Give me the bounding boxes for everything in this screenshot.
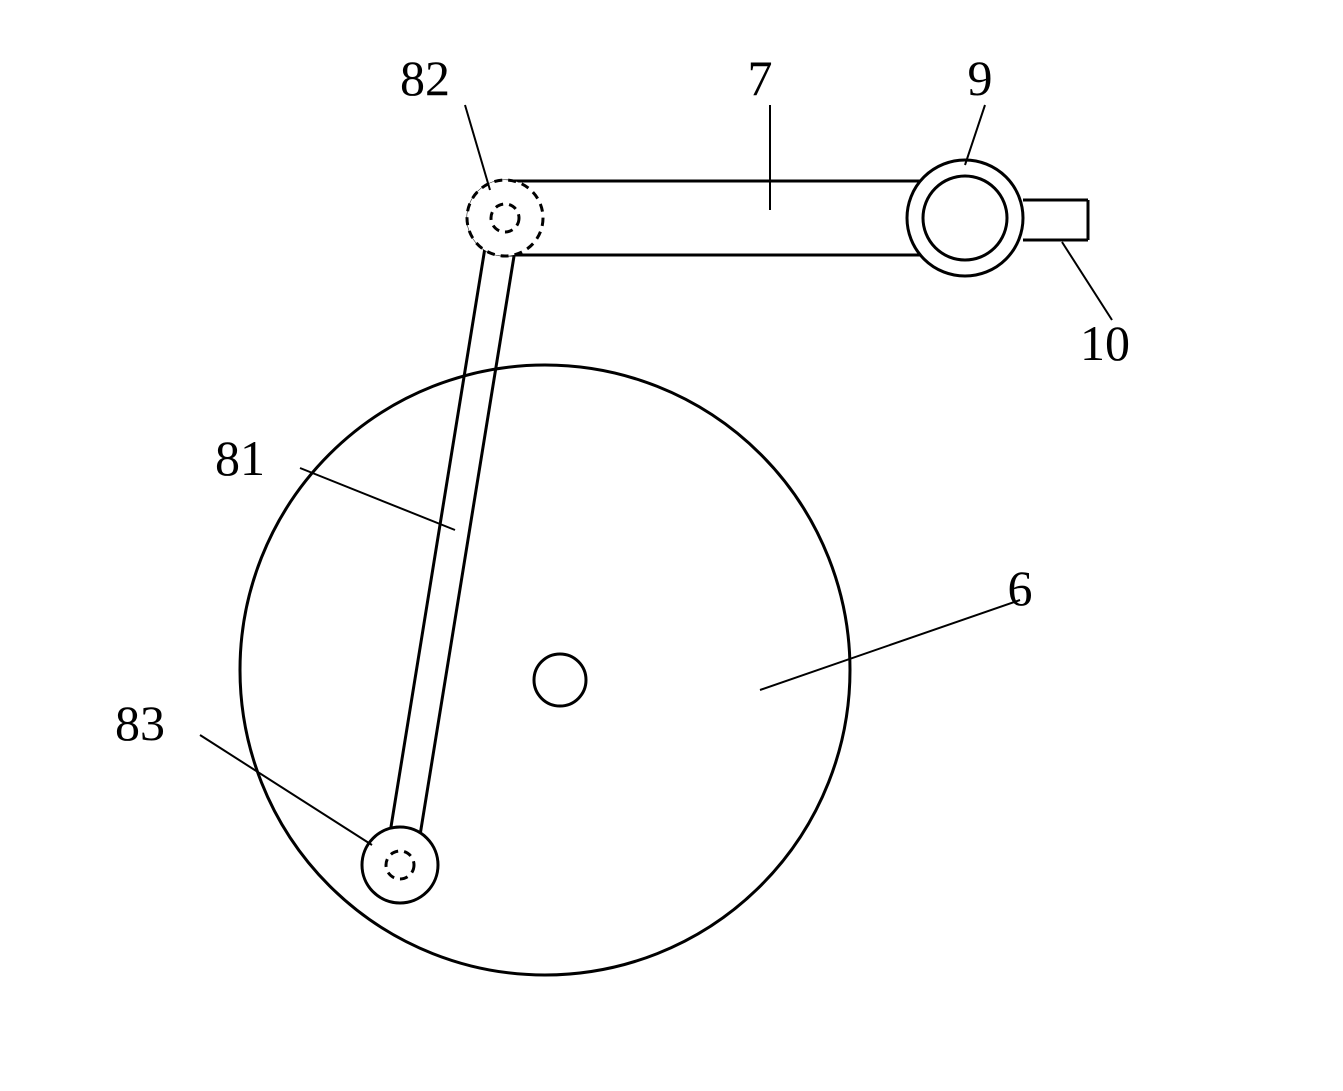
- link-bar-7: [468, 160, 1088, 276]
- label-6: 6: [760, 560, 1033, 690]
- label-text-7: 7: [748, 50, 773, 106]
- disc-hub: [534, 654, 586, 706]
- label-text-9: 9: [968, 50, 993, 106]
- label-81: 81: [215, 430, 455, 530]
- label-text-83: 83: [115, 695, 165, 751]
- ring-9: [907, 160, 1023, 276]
- label-10: 10: [1062, 242, 1130, 371]
- disc-6: [240, 365, 850, 975]
- label-9: 9: [965, 50, 993, 165]
- label-text-6: 6: [1008, 560, 1033, 616]
- pivot-82: [467, 180, 543, 256]
- label-text-10: 10: [1080, 315, 1130, 371]
- stub-10: [1023, 200, 1088, 240]
- label-82: 82: [400, 50, 490, 190]
- label-7: 7: [748, 50, 773, 210]
- crank-81: [362, 180, 543, 903]
- label-text-81: 81: [215, 430, 265, 486]
- label-text-82: 82: [400, 50, 450, 106]
- pivot-83: [362, 827, 438, 903]
